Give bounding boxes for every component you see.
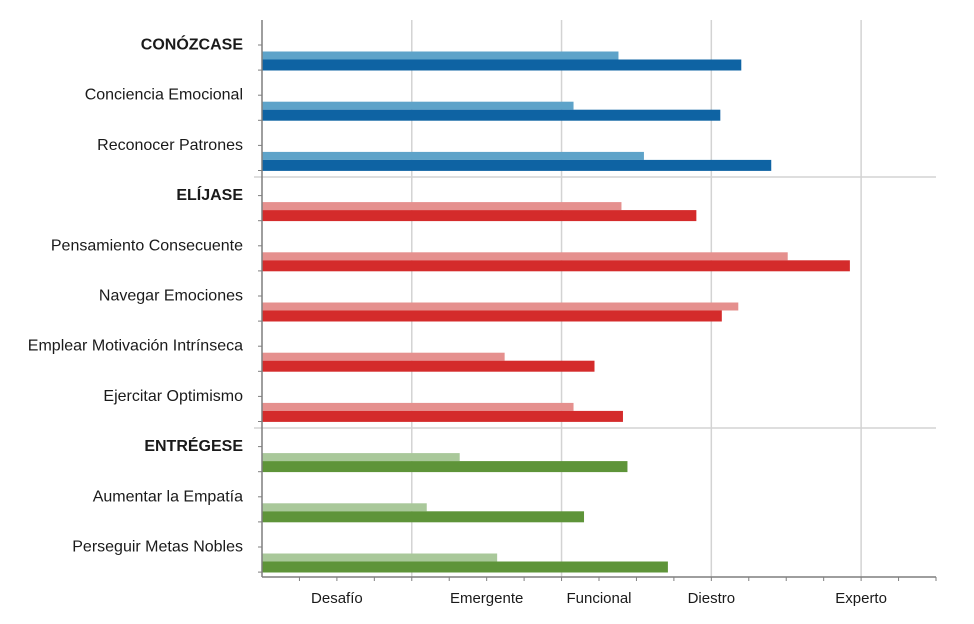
bars: [262, 51, 850, 573]
bar-light: [262, 503, 427, 512]
bar-dark: [262, 109, 721, 121]
bar-light: [262, 51, 619, 60]
category-label: Aumentar la Empatía: [93, 488, 243, 505]
bar-light: [262, 252, 788, 261]
bar-light: [262, 402, 574, 411]
bar-light: [262, 352, 505, 361]
axes: [258, 20, 937, 581]
category-label: CONÓZCASE: [141, 35, 244, 54]
x-tick-label: Desafío: [311, 590, 363, 607]
category-label: Reconocer Patrones: [97, 137, 243, 154]
x-tick-label: Experto: [835, 590, 887, 607]
category-label: Conciencia Emocional: [85, 87, 243, 104]
x-tick-label: Diestro: [688, 590, 736, 607]
bar-light: [262, 553, 498, 562]
bar-dark: [262, 410, 623, 422]
category-label: Emplear Motivación Intrínseca: [28, 338, 243, 355]
bar-dark: [262, 511, 585, 523]
x-tick-label: Funcional: [566, 590, 631, 607]
category-label: Ejercitar Optimismo: [103, 388, 243, 405]
category-label: Perseguir Metas Nobles: [72, 539, 243, 556]
bar-dark: [262, 461, 628, 473]
bar-dark: [262, 561, 668, 573]
x-tick-labels: Desafío Emergente Funcional Diestro Experto: [311, 590, 887, 607]
category-labels: CONÓZCASE Conciencia Emocional Reconocer P…: [28, 35, 244, 556]
bar-dark: [262, 260, 850, 272]
bar-dark: [262, 360, 595, 372]
category-label: ENTRÉGESE: [144, 436, 243, 455]
bar-light: [262, 202, 622, 211]
category-label: ELÍJASE: [176, 185, 243, 204]
bar-light: [262, 151, 644, 160]
bar-dark: [262, 159, 772, 171]
bar-light: [262, 302, 739, 311]
bar-dark: [262, 310, 722, 322]
bar-light: [262, 101, 574, 110]
bar-dark: [262, 210, 697, 222]
category-label: Navegar Emociones: [99, 288, 243, 305]
x-tick-label: Emergente: [450, 590, 523, 607]
category-label: Pensamiento Consecuente: [51, 237, 243, 254]
bar-dark: [262, 59, 742, 71]
bar-light: [262, 453, 460, 462]
